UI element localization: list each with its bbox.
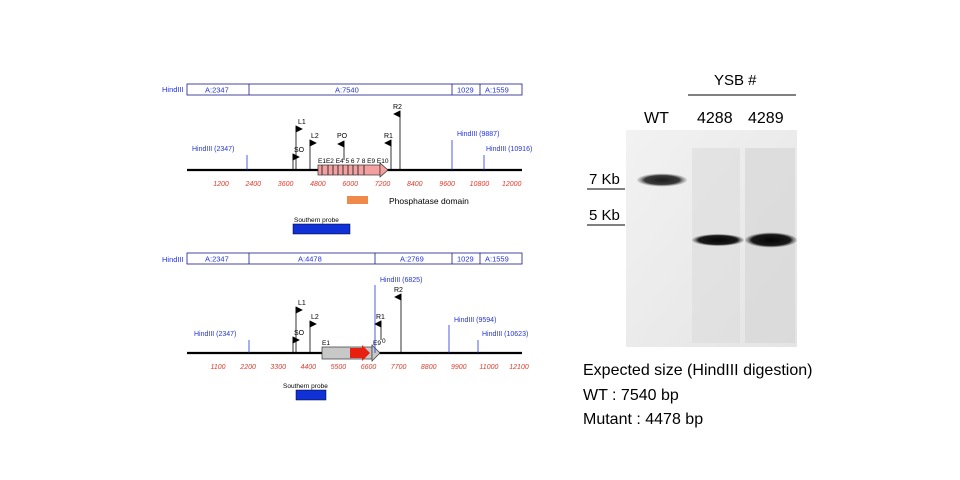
band-wt-7540	[637, 173, 687, 187]
marker-7kb: 7 Kb	[589, 171, 620, 188]
mut-probe-label: Southern probe	[283, 383, 328, 390]
mut-ruler-tick-12100: 12100	[509, 364, 529, 371]
phosphatase-domain-box	[347, 196, 368, 204]
band-4288	[692, 234, 744, 246]
mut-ruler-tick-4400: 4400	[301, 364, 317, 371]
mut-site-left: HindIII (2347)	[194, 331, 236, 338]
wt-primer-l2: L2	[311, 133, 319, 140]
mut-ruler-tick-11000: 11000	[479, 364, 498, 371]
wt-ruler-tick-12000: 12000	[502, 181, 522, 188]
lane-label-4288: 4288	[697, 110, 733, 127]
mut-segment-1: A:2347	[205, 255, 229, 264]
wt-ruler-tick-8400: 8400	[407, 181, 423, 188]
mut-red-marker-arrow	[350, 345, 370, 361]
wt-ruler-tick-9600: 9600	[439, 181, 455, 188]
mut-segment-4: 1029	[457, 255, 474, 264]
mut-exon-e10: 0	[382, 338, 386, 345]
wt-segment-2: A:7540	[335, 86, 359, 95]
expected-line-1: Expected size (HindIII digestion)	[583, 362, 812, 379]
mut-segment-3: A:2769	[400, 255, 424, 264]
wt-map: HindIII A:2347 A:7540 1029 A:1559 E1E2 E…	[162, 83, 532, 235]
mut-site-right2: HindIII (10623)	[482, 331, 528, 338]
mut-exon-e9: E9	[373, 340, 381, 347]
phosphatase-domain-label: Phosphatase domain	[389, 196, 469, 206]
gel-title: YSB #	[714, 72, 757, 89]
mut-bar-hindiii-label: HindIII	[162, 255, 184, 264]
mut-southern-probe	[295, 389, 327, 401]
mut-ruler-tick-1100: 1100	[210, 364, 225, 371]
mut-segment-5: A:1559	[485, 255, 509, 264]
wt-site-right2: HindIII (10916)	[486, 146, 532, 153]
wt-primer-po: PO	[337, 133, 348, 140]
mut-site-right1: HindIII (9594)	[454, 317, 496, 324]
wt-segment-3: 1029	[457, 86, 474, 95]
wt-ruler-tick-2400: 2400	[245, 181, 262, 188]
wt-primer-r2: R2	[393, 104, 402, 111]
wt-ruler-tick-1200: 1200	[213, 181, 229, 188]
marker-5kb: 5 Kb	[589, 207, 620, 224]
wt-fragment-bar	[186, 83, 523, 96]
wt-site-right1: HindIII (9887)	[457, 131, 499, 138]
mut-primer-l1: L1	[298, 300, 306, 307]
wt-primer-r1: R1	[384, 133, 393, 140]
mut-ruler-tick-8800: 8800	[421, 364, 437, 371]
wt-southern-probe	[292, 223, 351, 235]
wt-ruler-tick-6000: 6000	[342, 181, 358, 188]
wt-ruler: 1200 2400 3600 4800 6000 7200 8400 9600 10800 120…	[213, 181, 521, 188]
mut-ruler-tick-2200: 2200	[239, 364, 256, 371]
wt-gene-box	[317, 164, 381, 176]
mut-exon-e1: E1	[322, 340, 330, 347]
mut-site-mid: HindIII (6825)	[380, 277, 422, 284]
mut-ruler-tick-9900: 9900	[451, 364, 467, 371]
expected-line-3: Mutant : 4478 bp	[583, 411, 703, 428]
mut-primer-r1: R1	[376, 314, 385, 321]
wt-segment-4: A:1559	[485, 86, 509, 95]
mut-fragment-bar	[186, 252, 523, 265]
wt-primer-l1: L1	[298, 119, 306, 126]
wt-primer-so: SO	[294, 147, 305, 154]
mut-segment-2: A:4478	[298, 255, 322, 264]
southern-blot: YSB # WT 4288 4289 7 Kb 5 Kb	[587, 72, 797, 347]
mut-primer-r2: R2	[394, 287, 403, 294]
mut-primer-l2: L2	[311, 314, 319, 321]
wt-segment-1: A:2347	[205, 86, 229, 95]
wt-ruler-tick-7200: 7200	[375, 181, 391, 188]
mut-ruler-tick-7700: 7700	[391, 364, 407, 371]
lane-label-4289: 4289	[748, 110, 784, 127]
mut-ruler-tick-6600: 6600	[361, 364, 377, 371]
wt-ruler-tick-10800: 10800	[470, 181, 490, 188]
wt-ruler-tick-4800: 4800	[310, 181, 326, 188]
wt-exon-labels: E1E2 E4 5 6 7 8 E9 E10	[318, 158, 389, 165]
wt-probe-label: Southern probe	[294, 217, 339, 224]
wt-bar-hindiii-label: HindIII	[162, 85, 184, 94]
mutant-map: HindIII A:2347 A:4478 A:2769 1029 A:1559…	[162, 252, 529, 401]
mut-primer-so: SO	[294, 330, 305, 337]
mut-ruler: 1100 2200 3300 4400 5500 6600 7700 8800 9900 1100…	[210, 364, 528, 371]
expected-line-2: WT : 7540 bp	[583, 387, 679, 404]
wt-site-left: HindIII (2347)	[192, 146, 234, 153]
lane-label-wt: WT	[644, 110, 669, 127]
mut-ruler-tick-3300: 3300	[270, 364, 286, 371]
mut-ruler-tick-5500: 5500	[331, 364, 347, 371]
wt-ruler-tick-3600: 3600	[278, 181, 294, 188]
band-4289	[745, 232, 797, 248]
